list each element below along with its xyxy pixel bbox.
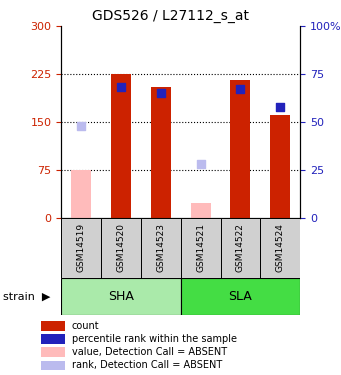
Text: GSM14521: GSM14521	[196, 223, 205, 272]
Bar	[181, 217, 221, 278]
Bar	[101, 217, 141, 278]
Bar	[41, 334, 65, 344]
Bar	[231, 81, 250, 218]
Text: GSM14520: GSM14520	[117, 223, 125, 272]
Bar	[260, 217, 300, 278]
Bar	[221, 217, 260, 278]
Bar	[270, 116, 290, 218]
Text: SLA: SLA	[228, 290, 252, 303]
Bar	[41, 347, 65, 357]
Bar	[141, 217, 181, 278]
Point	[158, 90, 164, 96]
Point	[238, 86, 243, 92]
Text: value, Detection Call = ABSENT: value, Detection Call = ABSENT	[72, 347, 227, 357]
Point	[118, 84, 124, 90]
Text: GSM14523: GSM14523	[156, 223, 165, 272]
Bar	[151, 87, 171, 218]
Text: GSM14519: GSM14519	[77, 223, 86, 272]
Point	[78, 123, 84, 129]
Point	[198, 161, 203, 167]
Text: GSM14524: GSM14524	[276, 223, 285, 272]
Text: strain  ▶: strain ▶	[3, 291, 51, 301]
Bar	[71, 170, 91, 217]
Bar	[41, 321, 65, 331]
Bar	[41, 361, 65, 370]
Text: SHA: SHA	[108, 290, 134, 303]
Text: GDS526 / L27112_s_at: GDS526 / L27112_s_at	[92, 9, 249, 23]
Text: count: count	[72, 321, 99, 331]
Point	[278, 104, 283, 110]
Text: GSM14522: GSM14522	[236, 223, 245, 272]
Bar	[191, 204, 210, 218]
Bar	[111, 74, 131, 217]
Bar	[61, 217, 101, 278]
Text: rank, Detection Call = ABSENT: rank, Detection Call = ABSENT	[72, 360, 222, 370]
Bar	[61, 278, 181, 315]
Text: percentile rank within the sample: percentile rank within the sample	[72, 334, 237, 344]
Bar	[181, 278, 300, 315]
